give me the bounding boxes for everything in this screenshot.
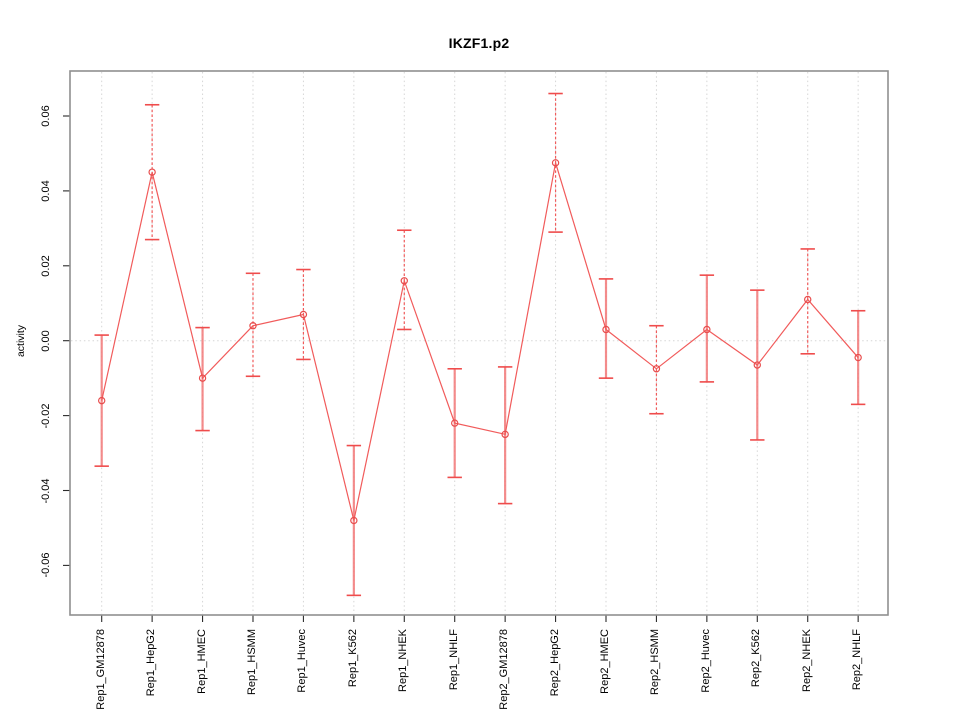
data-point <box>198 374 207 382</box>
data-point <box>299 310 308 319</box>
chart-title: IKZF1.p2 <box>448 35 510 51</box>
data-point <box>148 168 156 176</box>
data-point <box>551 159 560 167</box>
x-tick-label: Rep2_NHEK <box>800 629 813 692</box>
data-point <box>854 353 862 362</box>
x-tick-label: Rep1_HepG2 <box>145 629 158 697</box>
data-point <box>804 295 812 304</box>
data-point <box>249 322 257 330</box>
data-points <box>97 159 862 525</box>
y-tick-label: 0.02 <box>40 255 52 277</box>
x-tick-label: Rep1_GM12878 <box>94 629 107 710</box>
plot-border <box>69 70 889 616</box>
data-point <box>350 516 358 525</box>
data-point <box>451 419 459 427</box>
series-line <box>101 162 859 521</box>
series-polyline <box>101 162 859 521</box>
data-point <box>501 430 509 439</box>
data-point <box>703 325 711 334</box>
x-tick-label: Rep2_GM12878 <box>498 629 511 710</box>
y-tick-label: 0.06 <box>40 105 52 127</box>
x-tick-label: Rep1_NHLF <box>447 629 460 691</box>
axis-ticks <box>63 115 859 622</box>
y-tick-label: 0.00 <box>40 329 52 352</box>
x-tick-label: Rep2_Huvec <box>699 629 712 693</box>
x-tick-label: Rep1_HMEC <box>195 629 208 694</box>
y-tick-label: 0.04 <box>40 180 52 202</box>
y-tick-label: -0.04 <box>40 477 52 504</box>
x-tick-label: Rep2_HSMM <box>649 629 662 696</box>
x-tick-label: Rep1_HSMM <box>245 629 258 696</box>
x-tick-label: Rep1_K562 <box>346 629 359 688</box>
y-tick-label: -0.02 <box>40 403 52 429</box>
x-tick-label: Rep2_HMEC <box>599 629 611 694</box>
x-tick-label: Rep2_HepG2 <box>548 629 561 697</box>
x-tick-label: Rep1_NHEK <box>397 629 410 692</box>
x-tick-label: Rep2_NHLF <box>851 629 864 691</box>
x-tick-label: Rep2_K562 <box>750 629 763 688</box>
data-point <box>652 365 661 373</box>
data-point <box>602 325 610 334</box>
data-point <box>97 396 106 405</box>
data-point <box>400 277 408 285</box>
error-bars <box>94 92 866 597</box>
y-tick-label: -0.06 <box>40 552 52 578</box>
x-tick-label: Rep1_Huvec <box>296 629 309 693</box>
data-point <box>753 361 761 369</box>
